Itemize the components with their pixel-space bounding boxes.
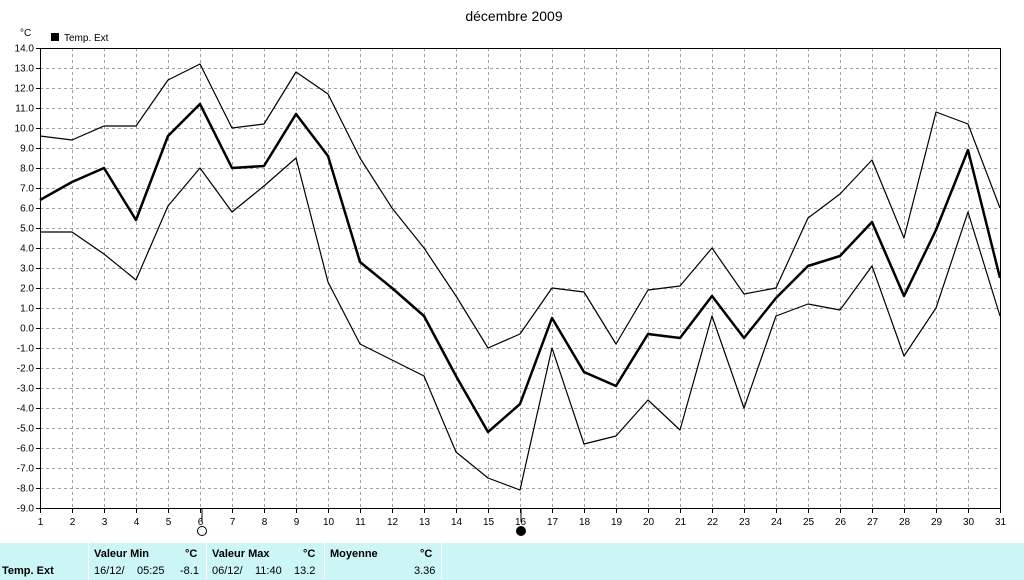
x-tick-label: 27 xyxy=(867,517,879,528)
x-tick-label: 5 xyxy=(166,517,172,528)
min-value: -8.1 xyxy=(180,565,199,577)
y-tick-label: -6.0 xyxy=(17,444,35,455)
y-tick-label: 10.0 xyxy=(15,124,35,135)
x-tick-label: 20 xyxy=(643,517,655,528)
stats-separator xyxy=(441,543,442,580)
y-tick-label: -7.0 xyxy=(17,464,35,475)
x-tick-label: 28 xyxy=(899,517,911,528)
x-tick-label: 22 xyxy=(707,517,719,528)
series-max-line xyxy=(39,63,1001,349)
x-tick-label: 13 xyxy=(419,517,431,528)
x-tick-label: 17 xyxy=(547,517,559,528)
min-unit: °C xyxy=(185,548,198,560)
series-min-line xyxy=(40,157,1001,491)
y-tick-label: 6.0 xyxy=(20,204,34,215)
x-tick-label: 6 xyxy=(198,517,204,528)
x-tick-label: 26 xyxy=(835,517,847,528)
y-tick-label: 3.0 xyxy=(20,264,34,275)
y-tick-label: 9.0 xyxy=(20,144,34,155)
x-tick-label: 15 xyxy=(483,517,495,528)
y-tick-label: -4.0 xyxy=(17,404,35,415)
max-time: 11:40 xyxy=(255,565,282,577)
stats-row-label: Temp. Ext xyxy=(2,565,54,577)
x-tick-label: 12 xyxy=(387,517,399,528)
max-date: 06/12/ xyxy=(212,565,243,577)
x-tick-label: 30 xyxy=(963,517,975,528)
extreme-markers xyxy=(197,508,526,536)
max-header: Valeur Max xyxy=(212,548,270,560)
min-header: Valeur Min xyxy=(94,548,150,560)
y-tick-label: -9.0 xyxy=(17,504,35,515)
y-tick-label: 5.0 xyxy=(20,224,34,235)
x-tick-label: 4 xyxy=(134,517,140,528)
x-tick-label: 21 xyxy=(675,517,687,528)
x-tick-label: 29 xyxy=(931,517,943,528)
x-tick-label: 18 xyxy=(579,517,591,528)
series-mean-line xyxy=(39,102,1002,434)
y-tick-label: 12.0 xyxy=(15,84,35,95)
stats-separator xyxy=(88,543,89,580)
x-tick-label: 25 xyxy=(803,517,815,528)
y-tick-label: -1.0 xyxy=(17,344,35,355)
x-tick-label: 9 xyxy=(294,517,300,528)
y-tick-label: 0.0 xyxy=(20,324,34,335)
stats-separator xyxy=(324,543,325,580)
chart-title: décembre 2009 xyxy=(465,8,563,24)
max-unit: °C xyxy=(303,548,316,560)
x-tick-label: 11 xyxy=(355,517,366,528)
y-tick-label: 2.0 xyxy=(20,284,34,295)
x-tick-label: 2 xyxy=(70,517,76,528)
min-marker-icon xyxy=(516,526,526,536)
max-value: 13.2 xyxy=(294,565,316,577)
min-time: 05:25 xyxy=(137,565,165,577)
stats-separator xyxy=(206,543,207,580)
y-tick-label: 11.0 xyxy=(15,104,34,115)
x-tick-label: 3 xyxy=(102,517,108,528)
y-tick-label: 4.0 xyxy=(20,244,34,255)
legend-label: Temp. Ext xyxy=(64,33,109,44)
temperature-chart: décembre 2009 °C Temp. Ext 14.013.012.01… xyxy=(15,8,1007,536)
y-tick-label: 14.0 xyxy=(15,44,35,55)
legend-swatch xyxy=(51,33,59,41)
stats-bar: Temp. Ext Valeur Min °C 16/12/ 05:25 -8.… xyxy=(0,543,1024,580)
y-tick-label: -5.0 xyxy=(17,424,35,435)
x-tick-label: 1 xyxy=(38,517,44,528)
x-tick-label: 19 xyxy=(611,517,623,528)
x-tick-label: 23 xyxy=(739,517,751,528)
x-tick-label: 14 xyxy=(451,517,463,528)
x-tick-label: 16 xyxy=(515,517,527,528)
x-tick-label: 7 xyxy=(230,517,236,528)
y-tick-label: 7.0 xyxy=(20,184,34,195)
x-tick-label: 10 xyxy=(323,517,335,528)
y-tick-label: 13.0 xyxy=(15,64,35,75)
max-marker-icon xyxy=(197,526,207,536)
series-lines xyxy=(39,63,1002,491)
mean-unit: °C xyxy=(420,548,433,560)
mean-header: Moyenne xyxy=(330,548,378,560)
y-axis-ticks: 14.0 13.0 12.0 11.0 10.0 9.0 8.0 7.0 6.0 5.0 4.0 3.… xyxy=(15,44,40,515)
x-tick-label: 8 xyxy=(262,517,268,528)
y-tick-label: -2.0 xyxy=(17,364,35,375)
min-date: 16/12/ xyxy=(94,565,125,577)
y-tick-label: -8.0 xyxy=(17,484,35,495)
x-tick-label: 24 xyxy=(771,517,783,528)
y-tick-label: 8.0 xyxy=(20,164,34,175)
x-axis-ticks: 1 2 3 4 5 6 7 8 9 10 11 12 13 14 15 16 17 18 19 20 21 22 23 24 2… xyxy=(38,508,1007,528)
mean-value: 3.36 xyxy=(414,565,436,577)
y-unit-label: °C xyxy=(20,28,31,39)
grid-lines xyxy=(40,48,1000,508)
x-tick-label: 31 xyxy=(995,517,1007,528)
y-tick-label: 1.0 xyxy=(20,304,34,315)
y-tick-label: -3.0 xyxy=(17,384,35,395)
